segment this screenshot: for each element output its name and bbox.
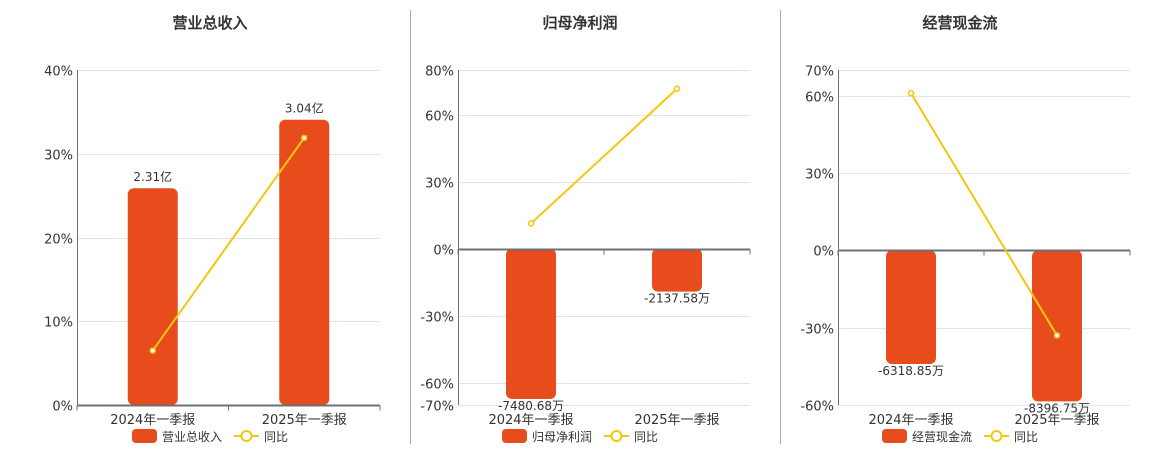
x-tick-label: 2025年一季报 [634, 413, 719, 428]
y-tick-label: 30% [425, 177, 454, 192]
y-tick-label: -70% [420, 400, 454, 415]
legend-line-label: 同比 [1014, 430, 1038, 444]
y-tick-label: 40% [44, 65, 73, 80]
yoy-line [530, 88, 678, 225]
legend-bar-swatch [132, 429, 157, 443]
bar-data-label: -8396.75万 [1024, 401, 1090, 415]
y-tick-label: 70% [805, 65, 834, 80]
legend-line-marker [240, 430, 253, 442]
y-tick-label: 60% [425, 110, 454, 125]
y-tick-label: 10% [44, 316, 73, 331]
x-tick-label: 2024年一季报 [488, 413, 573, 428]
bar-data-label: 2.31亿 [133, 169, 172, 184]
bar [652, 248, 702, 292]
y-tick-label: -30% [420, 311, 454, 326]
y-tick-label: -30% [800, 323, 834, 338]
bar-data-label: -2137.58万 [644, 292, 710, 306]
legend-line-label: 同比 [264, 430, 288, 444]
y-tick-label: 0% [433, 244, 454, 259]
yoy-point [673, 85, 681, 93]
legend: 归母净利润 同比 [502, 429, 658, 444]
bar [506, 248, 556, 399]
legend-bar-label: 经营现金流 [912, 429, 972, 444]
legend-bar-swatch [502, 429, 527, 443]
legend-line-marker [990, 430, 1003, 442]
legend-bar-label: 营业总收入 [162, 430, 222, 444]
y-tick-label: 30% [44, 149, 73, 164]
bar-data-label: -7480.68万 [498, 399, 564, 413]
yoy-line [151, 137, 306, 352]
y-tick-label: 80% [425, 65, 454, 80]
y-tick-label: -60% [800, 400, 834, 415]
y-tick-label: 30% [805, 168, 834, 183]
yoy-point [527, 220, 535, 227]
legend-bar-swatch [882, 429, 907, 443]
chart-2: 归母净利润-70%-60%-30%0%30%60%80%-7480.68万202… [420, 14, 751, 444]
bar [886, 250, 936, 364]
yoy-point [1053, 332, 1061, 339]
yoy-point [907, 89, 915, 97]
chart-1: 营业总收入 0% 10% 20% 30% 40% 2.31亿 2024年一季报 3.04亿 202… [44, 14, 381, 444]
y-tick-label: 20% [44, 233, 73, 248]
x-tick-label: 2024年一季报 [110, 413, 195, 428]
bar [127, 188, 178, 405]
legend-line-marker [610, 430, 623, 442]
bar-data-label: 3.04亿 [285, 101, 324, 116]
bar-data-label: -6318.85万 [878, 364, 944, 378]
chart-3: 经营现金流 -60% -30% 0% 30% 60% 70% -6318.85万 2024年一季… [800, 14, 1131, 444]
y-tick-label: 0% [52, 400, 73, 415]
y-tick-label: 0% [813, 245, 834, 260]
x-tick-label: 2024年一季报 [868, 413, 953, 428]
legend: 经营现金流 同比 [882, 429, 1038, 444]
yoy-line [910, 92, 1058, 336]
yoy-point [149, 347, 156, 354]
bar [1032, 250, 1082, 402]
x-tick-label: 2025年一季报 [1014, 413, 1099, 428]
y-tick-label: -60% [420, 378, 454, 393]
chart-title: 营业总收入 [172, 14, 247, 32]
legend-bar-label: 归母净利润 [532, 430, 592, 444]
chart-title: 经营现金流 [922, 14, 997, 32]
bar [279, 119, 330, 406]
legend-line-label: 同比 [634, 430, 658, 444]
yoy-point [301, 134, 308, 142]
y-tick-label: 60% [805, 91, 834, 106]
chart-title: 归母净利润 [542, 14, 617, 32]
legend: 营业总收入 同比 [132, 429, 288, 444]
x-tick-label: 2025年一季报 [262, 413, 347, 428]
